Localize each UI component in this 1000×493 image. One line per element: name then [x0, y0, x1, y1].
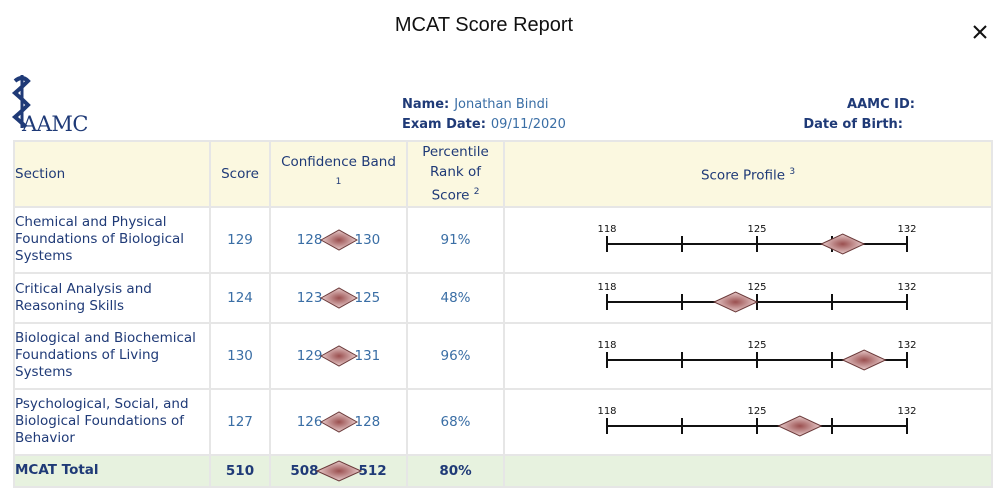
- band-diamond-icon: [319, 286, 358, 309]
- col-header-confidence-band: Confidence Band 1: [269, 140, 408, 208]
- total-confidence-band: 508 512: [269, 453, 408, 488]
- profile-tick-label: 125: [747, 224, 766, 235]
- section-score: 127: [209, 387, 271, 456]
- total-row: MCAT Total 510 508 512 80%: [13, 453, 993, 488]
- score-profile-scale: 118 125 132: [597, 406, 917, 437]
- score-profile: 118 125 132: [503, 321, 993, 390]
- name-value: Jonathan Bindi: [454, 97, 549, 112]
- aamc-id-row: AAMC ID:: [847, 95, 920, 115]
- table-row: Biological and Biochemical Foundations o…: [13, 321, 993, 390]
- profile-score-diamond: [712, 290, 759, 313]
- score-profile-scale: 118 125 132: [597, 224, 917, 255]
- profile-tick-label: 125: [747, 282, 766, 293]
- profile-score-diamond: [841, 348, 887, 371]
- band-diamond-icon: [319, 344, 358, 367]
- modal-title: MCAT Score Report: [394, 14, 574, 36]
- section-score: 130: [209, 321, 271, 390]
- close-icon[interactable]: [968, 20, 992, 44]
- aamc-logo: [11, 73, 101, 133]
- band-diamond-icon: [319, 410, 358, 433]
- confidence-band: 128 130: [269, 205, 408, 274]
- score-profile-scale: 118 125 132: [597, 340, 917, 371]
- profile-tick-label: 118: [597, 224, 616, 235]
- total-label: MCAT Total: [13, 453, 211, 488]
- section-score: 129: [209, 205, 271, 274]
- section-score: 124: [209, 271, 271, 324]
- col-header-section: Section: [13, 140, 211, 208]
- confidence-band: 126 128: [269, 387, 408, 456]
- table-header-row: Section Score Confidence Band 1 Percentil…: [13, 140, 993, 208]
- profile-tick-label: 132: [897, 224, 916, 235]
- percentile-rank: 96%: [406, 321, 505, 390]
- score-profile-scale: 118 125 132: [597, 282, 917, 313]
- profile-score-diamond: [820, 232, 866, 255]
- section-name: Critical Analysis and Reasoning Skills: [13, 271, 211, 324]
- total-score: 510: [209, 453, 271, 488]
- score-profile: 118 125 132: [503, 205, 993, 274]
- profile-tick-label: 118: [597, 282, 616, 293]
- band-diamond-icon: [315, 459, 362, 482]
- score-profile: 118 125 132: [503, 387, 993, 456]
- name-label: Name:: [402, 97, 450, 112]
- table-row: Chemical and Physical Foundations of Bio…: [13, 205, 993, 274]
- confidence-band: 129 131: [269, 321, 408, 390]
- confidence-band: 123 125: [269, 271, 408, 324]
- profile-tick-label: 125: [747, 406, 766, 417]
- total-profile-empty: [503, 453, 993, 488]
- score-profile: 118 125 132: [503, 271, 993, 324]
- dob-label: Date of Birth:: [803, 117, 903, 132]
- percentile-rank: 91%: [406, 205, 505, 274]
- table-row: Psychological, Social, and Biological Fo…: [13, 387, 993, 456]
- dob-row: Date of Birth:: [803, 115, 908, 135]
- section-name: Psychological, Social, and Biological Fo…: [13, 387, 211, 456]
- candidate-name-row: Name: Jonathan Bindi: [402, 95, 549, 115]
- percentile-rank: 48%: [406, 271, 505, 324]
- profile-tick-label: 132: [897, 406, 916, 417]
- profile-tick-label: 118: [597, 340, 616, 351]
- profile-tick-label: 125: [747, 340, 766, 351]
- band-diamond-icon: [319, 228, 358, 251]
- profile-tick-label: 132: [897, 282, 916, 293]
- section-name: Biological and Biochemical Foundations o…: [13, 321, 211, 390]
- col-header-score: Score: [209, 140, 271, 208]
- exam-date-value: 09/11/2020: [490, 117, 566, 132]
- percentile-rank: 68%: [406, 387, 505, 456]
- col-header-percentile: Percentile Rank of Score 2: [406, 140, 505, 208]
- profile-score-diamond: [777, 414, 823, 437]
- total-percentile: 80%: [406, 453, 505, 488]
- score-table: Section Score Confidence Band 1 Percentil…: [13, 140, 993, 488]
- caduceus-icon: [11, 75, 31, 129]
- table-row: Critical Analysis and Reasoning Skills 1…: [13, 271, 993, 324]
- logo-text: AAMC: [22, 112, 88, 136]
- profile-tick-label: 118: [597, 406, 616, 417]
- exam-date-row: Exam Date: 09/11/2020: [402, 115, 566, 135]
- section-name: Chemical and Physical Foundations of Bio…: [13, 205, 211, 274]
- aamc-id-label: AAMC ID:: [847, 97, 915, 112]
- profile-tick-label: 132: [897, 340, 916, 351]
- col-header-score-profile: Score Profile 3: [503, 140, 993, 208]
- exam-date-label: Exam Date:: [402, 117, 486, 132]
